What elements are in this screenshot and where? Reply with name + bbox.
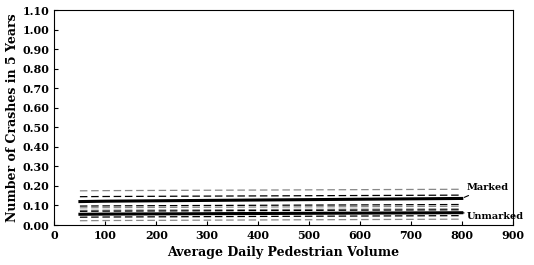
X-axis label: Average Daily Pedestrian Volume: Average Daily Pedestrian Volume (168, 246, 399, 259)
Text: Unmarked: Unmarked (462, 211, 524, 220)
Text: Marked: Marked (465, 183, 509, 197)
Y-axis label: Number of Crashes in 5 Years: Number of Crashes in 5 Years (5, 13, 19, 222)
